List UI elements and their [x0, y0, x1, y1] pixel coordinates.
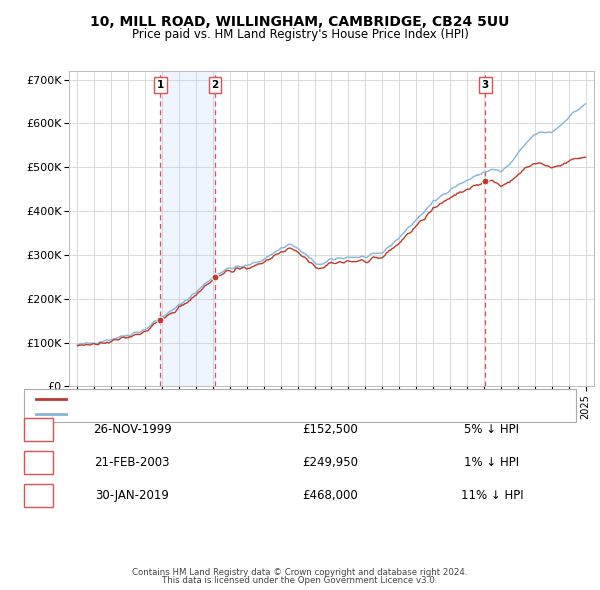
Text: 10, MILL ROAD, WILLINGHAM, CAMBRIDGE, CB24 5UU: 10, MILL ROAD, WILLINGHAM, CAMBRIDGE, CB…: [91, 15, 509, 29]
Text: Contains HM Land Registry data © Crown copyright and database right 2024.: Contains HM Land Registry data © Crown c…: [132, 568, 468, 577]
Bar: [160, 71, 215, 386]
Text: 5% ↓ HPI: 5% ↓ HPI: [464, 423, 520, 436]
Text: £249,950: £249,950: [302, 456, 358, 469]
Text: 2: 2: [212, 80, 219, 90]
Text: 3: 3: [482, 80, 489, 90]
Text: £152,500: £152,500: [302, 423, 358, 436]
Text: HPI: Average price, detached house, South Cambridgeshire: HPI: Average price, detached house, Sout…: [69, 409, 359, 419]
Text: 11% ↓ HPI: 11% ↓ HPI: [461, 489, 523, 502]
Text: 26-NOV-1999: 26-NOV-1999: [92, 423, 172, 436]
Text: 21-FEB-2003: 21-FEB-2003: [94, 456, 170, 469]
Text: 3: 3: [34, 489, 43, 502]
Text: This data is licensed under the Open Government Licence v3.0.: This data is licensed under the Open Gov…: [163, 576, 437, 585]
Text: 1% ↓ HPI: 1% ↓ HPI: [464, 456, 520, 469]
Text: £468,000: £468,000: [302, 489, 358, 502]
Text: 30-JAN-2019: 30-JAN-2019: [95, 489, 169, 502]
Text: 10, MILL ROAD, WILLINGHAM, CAMBRIDGE, CB24 5UU (detached house): 10, MILL ROAD, WILLINGHAM, CAMBRIDGE, CB…: [69, 394, 422, 404]
Text: Price paid vs. HM Land Registry's House Price Index (HPI): Price paid vs. HM Land Registry's House …: [131, 28, 469, 41]
Text: 1: 1: [157, 80, 164, 90]
Text: 2: 2: [34, 456, 43, 469]
Text: 1: 1: [34, 423, 43, 436]
